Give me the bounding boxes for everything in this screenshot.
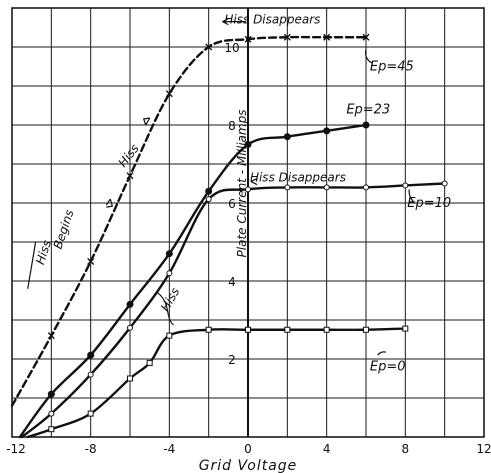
data-point (127, 375, 133, 382)
ep10-leader (408, 189, 416, 204)
y-tick-label: 10 (224, 41, 239, 55)
y-tick-label: 6 (228, 197, 236, 211)
x-tick-labels: -12 -8 -4 0 4 8 12 (6, 442, 491, 456)
data-point (48, 410, 55, 417)
annotation-hiss-begins-line2: Begins (51, 208, 77, 251)
data-point (87, 258, 95, 265)
x-tick-label: 12 (476, 442, 491, 456)
data-point (245, 186, 251, 193)
y-tick-label: 2 (228, 353, 236, 367)
data-point (363, 326, 369, 333)
markers (47, 33, 448, 433)
data-point (362, 33, 370, 41)
x-tick-label: 4 (323, 442, 331, 456)
data-point (244, 35, 252, 43)
x-axis-title: Grid Voltage (199, 458, 298, 473)
hiss-begins-bracket (27, 241, 37, 289)
series-label-ep45: Ep=45 (370, 59, 414, 74)
hiss-down-arrow (105, 198, 114, 208)
x-tick-label: 8 (402, 442, 410, 456)
data-point (165, 250, 173, 258)
annotation-arrows (27, 18, 416, 356)
y-axis-title: Plate Current - Milliamps (235, 110, 249, 258)
data-point (126, 300, 134, 308)
data-point (363, 184, 369, 191)
series-line-ep23 (18, 123, 368, 439)
plot-frame (11, 7, 485, 438)
y-tick-label: 4 (228, 275, 236, 289)
data-point (127, 324, 133, 331)
ep45-leader (365, 48, 373, 64)
annotation-hiss-disappears-top: Hiss Disappears (224, 13, 320, 27)
data-point (47, 332, 55, 340)
data-point (146, 359, 153, 366)
data-point (402, 325, 409, 332)
hiss-lower-brace (157, 292, 174, 326)
data-point (284, 326, 291, 333)
data-point (323, 127, 331, 135)
data-point (323, 326, 330, 333)
data-point (126, 172, 134, 180)
data-point (87, 371, 94, 378)
curves (10, 35, 446, 439)
data-point (48, 426, 55, 433)
series-label-ep10: Ep=10 (407, 196, 451, 211)
data-point (283, 133, 291, 141)
data-point (362, 121, 370, 129)
data-point (441, 180, 448, 187)
data-point (165, 90, 173, 98)
series-line-ep45 (10, 35, 368, 407)
series-label-ep23: Ep=23 (346, 102, 390, 117)
series-line-ep0 (26, 327, 407, 439)
data-point (87, 351, 95, 359)
data-point (284, 184, 291, 191)
data-point (47, 390, 55, 398)
data-point (402, 182, 409, 189)
data-point (205, 196, 212, 203)
data-point (323, 33, 331, 41)
series-label-ep0: Ep=0 (370, 360, 406, 375)
x-tick-label: -8 (85, 442, 97, 456)
annotation-hiss-disappears-mid: Hiss Disappears (250, 171, 346, 185)
data-point (205, 326, 212, 333)
data-point (166, 332, 173, 339)
x-tick-label: -12 (6, 442, 26, 456)
annotation-hiss-upper: Hiss (115, 142, 141, 170)
data-point (205, 187, 213, 195)
data-point (283, 33, 291, 41)
data-point (323, 184, 330, 191)
ep0-leader (377, 351, 386, 356)
data-point (166, 270, 173, 277)
hiss-disappears-mid-arrowhead (250, 178, 258, 186)
data-point (244, 141, 252, 148)
x-tick-label: 0 (244, 442, 252, 456)
data-point (245, 326, 251, 333)
annotation-hiss-lower: Hiss (158, 285, 183, 314)
x-tick-label: -4 (163, 442, 175, 456)
hiss-disappears-top-arrowhead (222, 18, 229, 26)
y-tick-label: 8 (228, 119, 236, 133)
hiss-up-arrow (142, 117, 151, 126)
data-point (205, 43, 213, 51)
data-point (87, 410, 94, 417)
y-tick-labels: 2 4 6 8 10 (224, 41, 239, 367)
series-line-ep10 (20, 182, 446, 439)
